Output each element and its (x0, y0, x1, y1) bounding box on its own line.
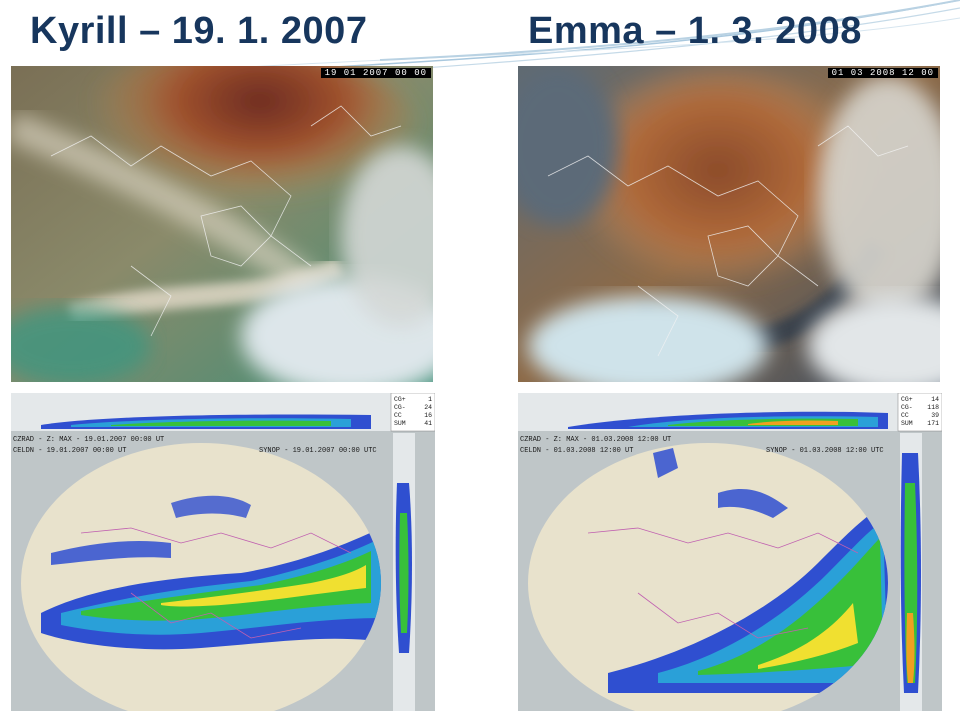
kyrill-cg-plus-label: CG+ (394, 396, 406, 403)
emma-cg-plus-value: 14 (931, 396, 939, 403)
emma-cg-plus-label: CG+ (901, 396, 913, 403)
emma-cg-minus-value: 118 (927, 404, 939, 411)
kyrill-cc-value: 16 (424, 412, 432, 419)
kyrill-radar-header: CZRAD - Z: MAX - 19.01.2007 00:00 UT (13, 436, 164, 444)
emma-synop-label: SYNOP - 01.03.2008 12:00 UTC (766, 447, 884, 455)
kyrill-satellite-timestamp: 19 01 2007 00 00 (320, 68, 431, 78)
kyrill-cg-plus-value: 1 (428, 396, 432, 403)
emma-radar-composite: CG+ 14 CG- 118 CC 39 SUM 171 CZRAD - Z: … (518, 393, 942, 711)
kyrill-sum-label: SUM (394, 420, 406, 427)
kyrill-sum-value: 41 (424, 420, 432, 427)
emma-radar-header: CZRAD - Z: MAX - 01.03.2008 12:00 UT (520, 436, 671, 444)
kyrill-synop-label: SYNOP - 19.01.2007 00:00 UTC (259, 447, 377, 455)
emma-lightning-header: CELDN - 01.03.2008 12:00 UT (520, 447, 633, 455)
kyrill-satellite-image: 19 01 2007 00 00 (11, 66, 433, 382)
kyrill-cg-minus-label: CG- (394, 404, 406, 411)
emma-satellite-timestamp: 01 03 2008 12 00 (827, 68, 938, 78)
emma-cc-value: 39 (931, 412, 939, 419)
emma-cc-label: CC (901, 412, 909, 419)
emma-satellite-image: 01 03 2008 12 00 (518, 66, 940, 382)
emma-title: Emma – 1. 3. 2008 (528, 10, 862, 52)
emma-sum-value: 171 (927, 420, 939, 427)
kyrill-lightning-header: CELDN - 19.01.2007 00:00 UT (13, 447, 126, 455)
kyrill-radar-composite: CG+ 1 CG- 24 CC 16 SUM 41 CZRAD - Z: MAX… (11, 393, 435, 711)
kyrill-cg-minus-value: 24 (424, 404, 432, 411)
emma-cg-minus-label: CG- (901, 404, 913, 411)
emma-sum-label: SUM (901, 420, 913, 427)
kyrill-title: Kyrill – 19. 1. 2007 (30, 10, 368, 52)
kyrill-cc-label: CC (394, 412, 402, 419)
